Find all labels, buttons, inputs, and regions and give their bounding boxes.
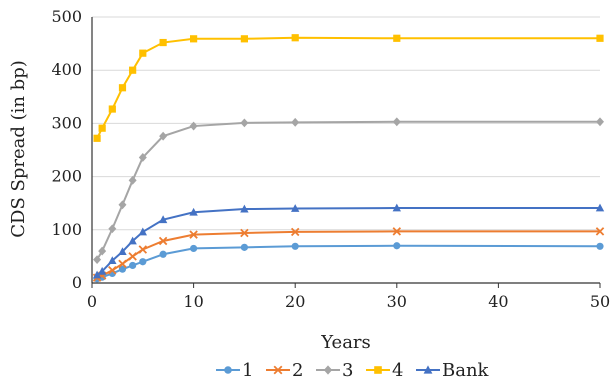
data-point-2-7 xyxy=(189,230,198,239)
data-point-3-3 xyxy=(118,200,127,210)
data-point-Bank-0 xyxy=(92,270,102,279)
series-2 xyxy=(92,227,605,282)
y-tick-label-100: 100 xyxy=(51,220,82,239)
legend-marker-4 xyxy=(374,366,382,374)
data-point-4-10 xyxy=(393,34,401,42)
legend-item-1: 1 xyxy=(216,360,253,381)
data-point-1-7 xyxy=(190,244,198,253)
data-point-1-6 xyxy=(159,250,167,258)
y-tick-label-500: 500 xyxy=(51,7,82,26)
data-point-2-5 xyxy=(138,245,148,254)
data-point-1-11 xyxy=(596,242,604,250)
series-group xyxy=(92,34,605,283)
data-point-4-3 xyxy=(118,84,127,92)
y-tick-label-400: 400 xyxy=(51,60,82,79)
data-point-1-10 xyxy=(393,242,401,250)
y-tick-label-300: 300 xyxy=(51,113,82,132)
legend-marker-Bank xyxy=(423,365,433,374)
data-point-3-9 xyxy=(291,117,300,127)
data-point-2-10 xyxy=(392,227,402,236)
data-point-2-2 xyxy=(108,265,117,275)
series-line-3 xyxy=(96,120,600,261)
series-line-Bank xyxy=(96,206,600,276)
data-point-4-0 xyxy=(93,134,101,142)
legend-item-Bank: Bank xyxy=(416,360,490,381)
series-line-1 xyxy=(96,244,601,280)
data-point-4-8 xyxy=(240,35,248,43)
data-point-Bank-8 xyxy=(240,204,249,213)
data-point-4-9 xyxy=(291,34,299,42)
legend-label-1: 1 xyxy=(242,360,253,381)
data-point-2-11 xyxy=(595,227,605,236)
legend: 1 2 3 4 Bank xyxy=(216,360,490,381)
data-point-3-8 xyxy=(240,118,249,128)
data-point-3-7 xyxy=(189,121,198,131)
data-point-3-6 xyxy=(159,131,168,141)
data-point-Bank-9 xyxy=(291,204,300,212)
x-tick-label-20: 20 xyxy=(285,292,305,311)
gridlines xyxy=(92,16,600,231)
data-point-3-0 xyxy=(93,255,102,264)
data-point-Bank-10 xyxy=(392,203,401,212)
data-point-Bank-5 xyxy=(138,227,147,236)
series-3 xyxy=(93,117,604,264)
legend-label-4: 4 xyxy=(392,360,403,381)
data-point-1-4 xyxy=(129,261,137,270)
data-point-3-10 xyxy=(392,117,401,127)
data-point-Bank-4 xyxy=(128,236,137,245)
data-point-Bank-7 xyxy=(189,207,198,216)
x-tick-label-0: 0 xyxy=(87,292,97,311)
legend-item-2: 2 xyxy=(266,360,303,381)
x-axis-title: Years xyxy=(320,332,371,353)
data-point-4-2 xyxy=(108,105,116,113)
series-Bank xyxy=(92,203,605,279)
x-tick-label-40: 40 xyxy=(488,292,508,311)
x-tick-label-10: 10 xyxy=(183,292,203,311)
legend-item-4: 4 xyxy=(366,360,403,381)
legend-marker-1 xyxy=(224,366,232,374)
series-1 xyxy=(93,242,604,283)
data-point-4-5 xyxy=(139,49,147,57)
data-point-3-4 xyxy=(128,175,137,185)
data-point-4-6 xyxy=(159,38,167,47)
x-tick-label-50: 50 xyxy=(590,292,610,311)
data-point-3-5 xyxy=(138,153,147,162)
data-point-4-4 xyxy=(129,66,137,74)
series-4 xyxy=(93,34,604,142)
legend-marker-3 xyxy=(323,365,333,375)
y-tick-label-200: 200 xyxy=(51,167,82,186)
data-point-4-11 xyxy=(596,34,604,42)
data-point-2-9 xyxy=(290,227,300,237)
data-point-4-7 xyxy=(190,35,198,43)
data-point-2-3 xyxy=(118,259,127,269)
data-point-Bank-1 xyxy=(97,266,107,275)
data-point-3-11 xyxy=(596,117,604,127)
data-point-3-2 xyxy=(108,224,117,234)
x-tick-label-30: 30 xyxy=(387,292,407,311)
y-tick-label-0: 0 xyxy=(72,273,82,292)
data-point-2-6 xyxy=(158,236,168,246)
data-point-Bank-6 xyxy=(158,215,168,224)
data-point-Bank-11 xyxy=(595,203,605,212)
legend-label-Bank: Bank xyxy=(442,360,490,381)
legend-item-3: 3 xyxy=(316,360,353,381)
data-point-1-9 xyxy=(291,242,299,250)
data-point-3-1 xyxy=(98,246,107,256)
data-point-2-8 xyxy=(240,228,249,238)
y-axis-title: CDS Spread (in bp) xyxy=(8,60,29,238)
axes: 0 100 200 300 400 500 0 10 20 30 40 50 xyxy=(51,7,610,311)
data-point-1-3 xyxy=(118,265,127,273)
data-point-1-5 xyxy=(139,258,147,266)
series-line-2 xyxy=(96,230,600,279)
legend-label-2: 2 xyxy=(292,360,303,381)
data-point-Bank-2 xyxy=(108,256,117,265)
data-point-1-8 xyxy=(240,243,248,251)
data-point-2-4 xyxy=(128,252,137,261)
legend-label-3: 3 xyxy=(342,360,353,381)
data-point-4-1 xyxy=(98,124,106,132)
data-point-Bank-3 xyxy=(118,247,127,256)
legend-marker-2 xyxy=(273,365,283,375)
